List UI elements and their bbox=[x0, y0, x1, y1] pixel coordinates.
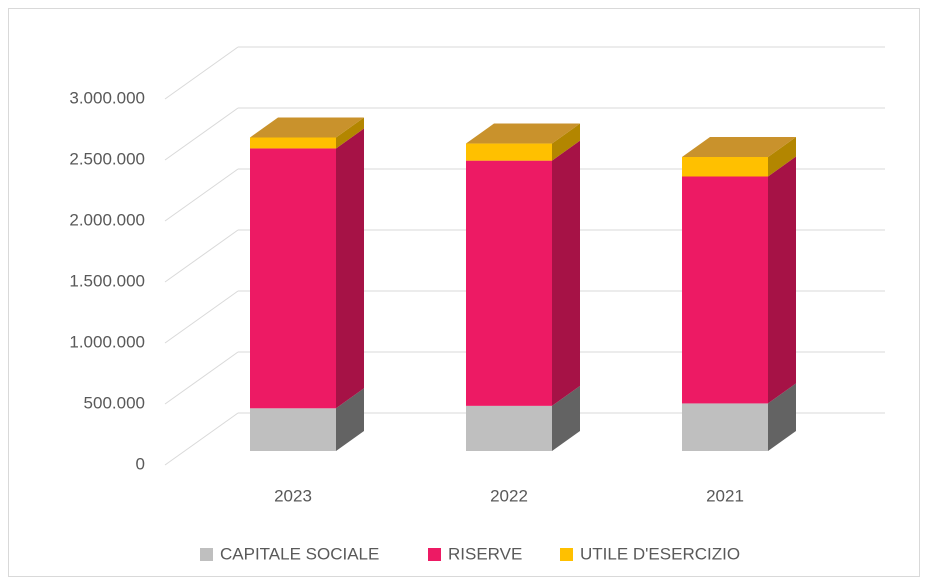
bar bbox=[466, 143, 552, 161]
grid-line bbox=[164, 229, 239, 283]
bar-top bbox=[250, 117, 364, 138]
x-tick-label: 2021 bbox=[706, 486, 744, 505]
legend-label: CAPITALE SOCIALE bbox=[220, 544, 379, 563]
y-tick-label: 500.000 bbox=[84, 393, 145, 412]
y-tick-label: 0 bbox=[136, 454, 145, 473]
legend-swatch bbox=[428, 548, 441, 561]
x-tick-label: 2023 bbox=[274, 486, 312, 505]
y-tick-label: 1.500.000 bbox=[69, 271, 145, 290]
bar bbox=[250, 148, 336, 409]
legend-swatch bbox=[560, 548, 573, 561]
y-tick-label: 2.000.000 bbox=[69, 210, 145, 229]
grid-line bbox=[164, 168, 239, 222]
y-tick-label: 3.000.000 bbox=[69, 88, 145, 107]
bar bbox=[250, 137, 336, 149]
bar bbox=[466, 160, 552, 406]
grid-line bbox=[164, 107, 239, 161]
bar-top bbox=[682, 136, 796, 157]
bar-side bbox=[552, 140, 580, 406]
legend-swatch bbox=[200, 548, 213, 561]
bar-side bbox=[768, 136, 796, 177]
grid-line bbox=[164, 351, 239, 405]
legend-label: UTILE D'ESERCIZIO bbox=[580, 544, 740, 563]
bar-side bbox=[768, 383, 796, 451]
grid-line bbox=[164, 412, 239, 466]
bar-side bbox=[552, 385, 580, 451]
grid-line bbox=[164, 290, 239, 344]
bar bbox=[466, 405, 552, 451]
bar-side bbox=[336, 117, 364, 149]
bar-top bbox=[466, 123, 580, 144]
legend-label: RISERVE bbox=[448, 544, 522, 563]
bar-side bbox=[768, 156, 796, 404]
bar-side bbox=[552, 123, 580, 161]
bar bbox=[250, 408, 336, 451]
x-tick-label: 2022 bbox=[490, 486, 528, 505]
bar bbox=[682, 403, 768, 451]
bar bbox=[682, 156, 768, 177]
bar-side bbox=[336, 388, 364, 451]
bar-side bbox=[336, 128, 364, 409]
y-tick-label: 2.500.000 bbox=[69, 149, 145, 168]
grid-line bbox=[164, 46, 239, 100]
y-tick-label: 1.000.000 bbox=[69, 332, 145, 351]
bar bbox=[682, 176, 768, 404]
